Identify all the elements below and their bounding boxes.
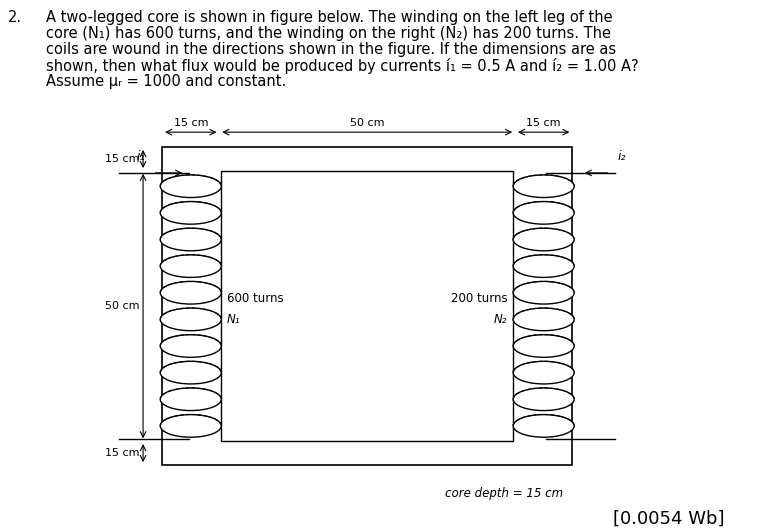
Ellipse shape: [160, 335, 222, 358]
Ellipse shape: [513, 175, 574, 197]
Ellipse shape: [513, 281, 574, 304]
Text: 2.: 2.: [8, 10, 21, 25]
Ellipse shape: [513, 388, 574, 411]
Text: N₂: N₂: [494, 313, 508, 327]
Ellipse shape: [160, 255, 222, 277]
Text: 200 turns: 200 turns: [451, 292, 508, 305]
Text: 15 cm: 15 cm: [105, 448, 140, 458]
Ellipse shape: [160, 414, 222, 437]
Ellipse shape: [513, 255, 574, 277]
Ellipse shape: [513, 335, 574, 358]
Bar: [162, 147, 572, 465]
Text: core (N₁) has 600 turns, and the winding on the right (N₂) has 200 turns. The: core (N₁) has 600 turns, and the winding…: [46, 26, 611, 41]
Ellipse shape: [160, 281, 222, 304]
Ellipse shape: [160, 175, 222, 197]
Text: 15 cm: 15 cm: [526, 118, 561, 128]
Text: [0.0054 Wb]: [0.0054 Wb]: [614, 510, 725, 528]
Text: i₁: i₁: [137, 150, 146, 163]
Ellipse shape: [160, 308, 222, 331]
Text: 15 cm: 15 cm: [173, 118, 208, 128]
Ellipse shape: [513, 202, 574, 224]
Ellipse shape: [513, 308, 574, 331]
Text: i₂: i₂: [617, 150, 626, 163]
Text: Assume μᵣ = 1000 and constant.: Assume μᵣ = 1000 and constant.: [46, 73, 286, 88]
Text: coils are wound in the directions shown in the figure. If the dimensions are as: coils are wound in the directions shown …: [46, 41, 616, 57]
Bar: [222, 171, 513, 441]
Ellipse shape: [513, 228, 574, 251]
Text: A two-legged core is shown in figure below. The winding on the left leg of the: A two-legged core is shown in figure bel…: [46, 10, 612, 25]
Ellipse shape: [160, 361, 222, 384]
Text: 600 turns: 600 turns: [227, 292, 284, 305]
Text: shown, then what flux would be produced by currents í₁ = 0.5 A and í₂ = 1.00 A?: shown, then what flux would be produced …: [46, 57, 638, 73]
Ellipse shape: [160, 388, 222, 411]
Ellipse shape: [513, 414, 574, 437]
Text: core depth = 15 cm: core depth = 15 cm: [445, 487, 563, 500]
Ellipse shape: [160, 228, 222, 251]
Ellipse shape: [160, 202, 222, 224]
Text: 50 cm: 50 cm: [350, 118, 384, 128]
Text: N₁: N₁: [227, 313, 241, 327]
Ellipse shape: [513, 361, 574, 384]
Text: 15 cm: 15 cm: [105, 154, 140, 164]
Text: 50 cm: 50 cm: [105, 301, 140, 311]
